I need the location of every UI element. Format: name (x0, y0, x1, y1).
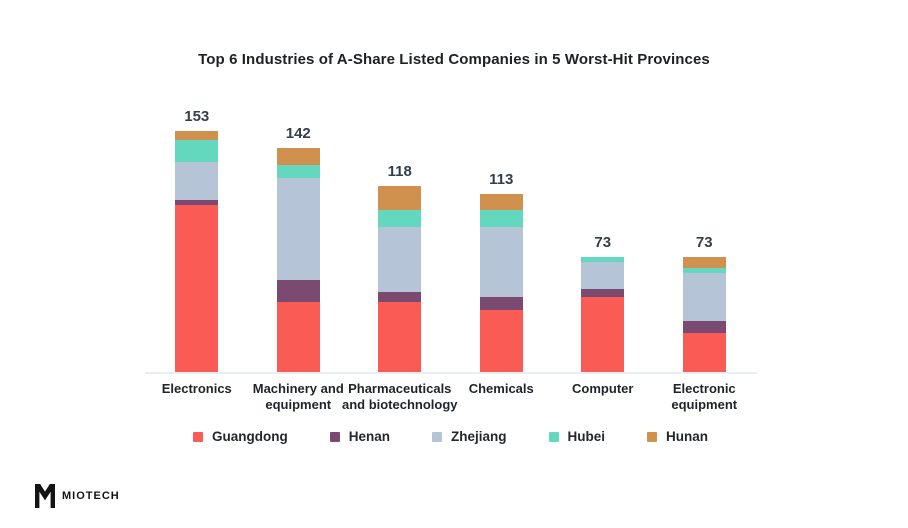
x-axis-label: Computer (572, 381, 634, 396)
x-axis-label-cell: Computer (552, 381, 654, 417)
x-axis-label-cell: Machinery and equipment (248, 381, 350, 417)
bar-segment-guangdong (378, 301, 422, 373)
bar-segment-henan (682, 320, 726, 334)
legend-swatch-icon (431, 431, 442, 442)
bar-total-label: 73 (695, 234, 713, 252)
bar-group: 73 (654, 128, 756, 373)
bar-segment-hubei (276, 165, 320, 179)
stacked-bar (581, 257, 625, 373)
bar-segment-hubei (378, 209, 422, 228)
legend-label: Zhejiang (450, 429, 507, 444)
legend-swatch-icon (548, 431, 559, 442)
x-axis-label-cell: Electronic equipment (654, 381, 756, 417)
bar-segment-zhejiang (581, 262, 625, 290)
bar-segment-hunan (175, 130, 219, 141)
bar-segment-hubei (581, 257, 625, 263)
bar-segment-henan (581, 289, 625, 297)
bar-segment-zhejiang (479, 227, 523, 297)
legend-swatch-icon (192, 431, 203, 442)
bar-segment-zhejiang (682, 273, 726, 321)
bar-segment-guangdong (479, 309, 523, 373)
bar-segment-hubei (175, 140, 219, 163)
bar-total-label: 73 (594, 234, 612, 252)
stacked-bar (479, 194, 523, 373)
bar-segment-henan (276, 279, 320, 302)
miotech-logo-text: MIOTECH (62, 490, 120, 502)
bar-total-label: 113 (489, 171, 514, 189)
x-axis-label-cell: Electronics (146, 381, 248, 417)
bar-segment-hubei (479, 209, 523, 228)
legend-item-hunan: Hunan (647, 429, 708, 444)
legend-item-hubei: Hubei (548, 429, 606, 444)
bar-segment-hubei (682, 268, 726, 274)
x-axis-label: Electronics (161, 381, 232, 396)
legend-swatch-icon (647, 431, 658, 442)
legend-item-zhejiang: Zhejiang (431, 429, 507, 444)
bar-group: 73 (552, 128, 654, 373)
miotech-m-icon (35, 484, 55, 508)
bar-segment-hunan (276, 148, 320, 166)
stacked-bar (682, 257, 726, 373)
bar-group: 118 (349, 128, 451, 373)
legend-item-henan: Henan (329, 429, 390, 444)
x-axis-label: Electronic equipment (671, 381, 738, 413)
bar-segment-guangdong (175, 205, 219, 373)
x-axis-label: Pharmaceuticals and biotechnology (341, 381, 458, 413)
stacked-bar (276, 148, 320, 373)
bar-segment-hunan (479, 194, 523, 210)
bar-segment-hunan (682, 257, 726, 269)
bar-segment-zhejiang (378, 227, 422, 293)
bar-segment-henan (175, 200, 219, 205)
x-axis-label-cell: Chemicals (451, 381, 553, 417)
bar-segment-hunan (378, 186, 422, 210)
bar-segment-guangdong (581, 296, 625, 373)
bar-group: 153 (146, 109, 248, 373)
bar-segment-guangdong (682, 333, 726, 373)
bar-group: 142 (248, 125, 350, 373)
x-axis-label: Chemicals (468, 381, 534, 396)
legend-swatch-icon (329, 431, 340, 442)
bar-group: 113 (451, 128, 553, 373)
bar-segment-guangdong (276, 301, 320, 373)
legend: Guangdong Henan Zhejiang Hubei Hunan (146, 429, 755, 444)
legend-label: Henan (348, 429, 390, 444)
x-axis-labels: Electronics Machinery and equipment Pharma… (146, 381, 755, 417)
bar-total-label: 153 (184, 107, 210, 125)
bar-total-label: 118 (387, 163, 412, 181)
bar-segment-henan (479, 296, 523, 310)
legend-label: Guangdong (211, 429, 288, 444)
legend-label: Hubei (567, 429, 606, 444)
bar-segment-zhejiang (175, 162, 219, 201)
chart-title: Top 6 Industries of A-Share Listed Compa… (198, 51, 710, 68)
bar-total-label: 142 (285, 125, 311, 143)
legend-label: Hunan (666, 429, 709, 444)
stacked-bar (175, 130, 219, 373)
legend-item-guangdong: Guangdong (192, 429, 288, 444)
x-axis-label: Machinery and equipment (252, 381, 344, 413)
stacked-bar (378, 186, 422, 373)
x-axis-label-cell: Pharmaceuticals and biotechnology (342, 381, 458, 417)
x-axis-line (145, 372, 757, 374)
bar-segment-henan (378, 292, 422, 302)
miotech-logo: MIOTECH (35, 484, 120, 508)
bar-segment-zhejiang (276, 178, 320, 280)
bars-area: 153 142 118 113 73 73 (146, 109, 756, 373)
